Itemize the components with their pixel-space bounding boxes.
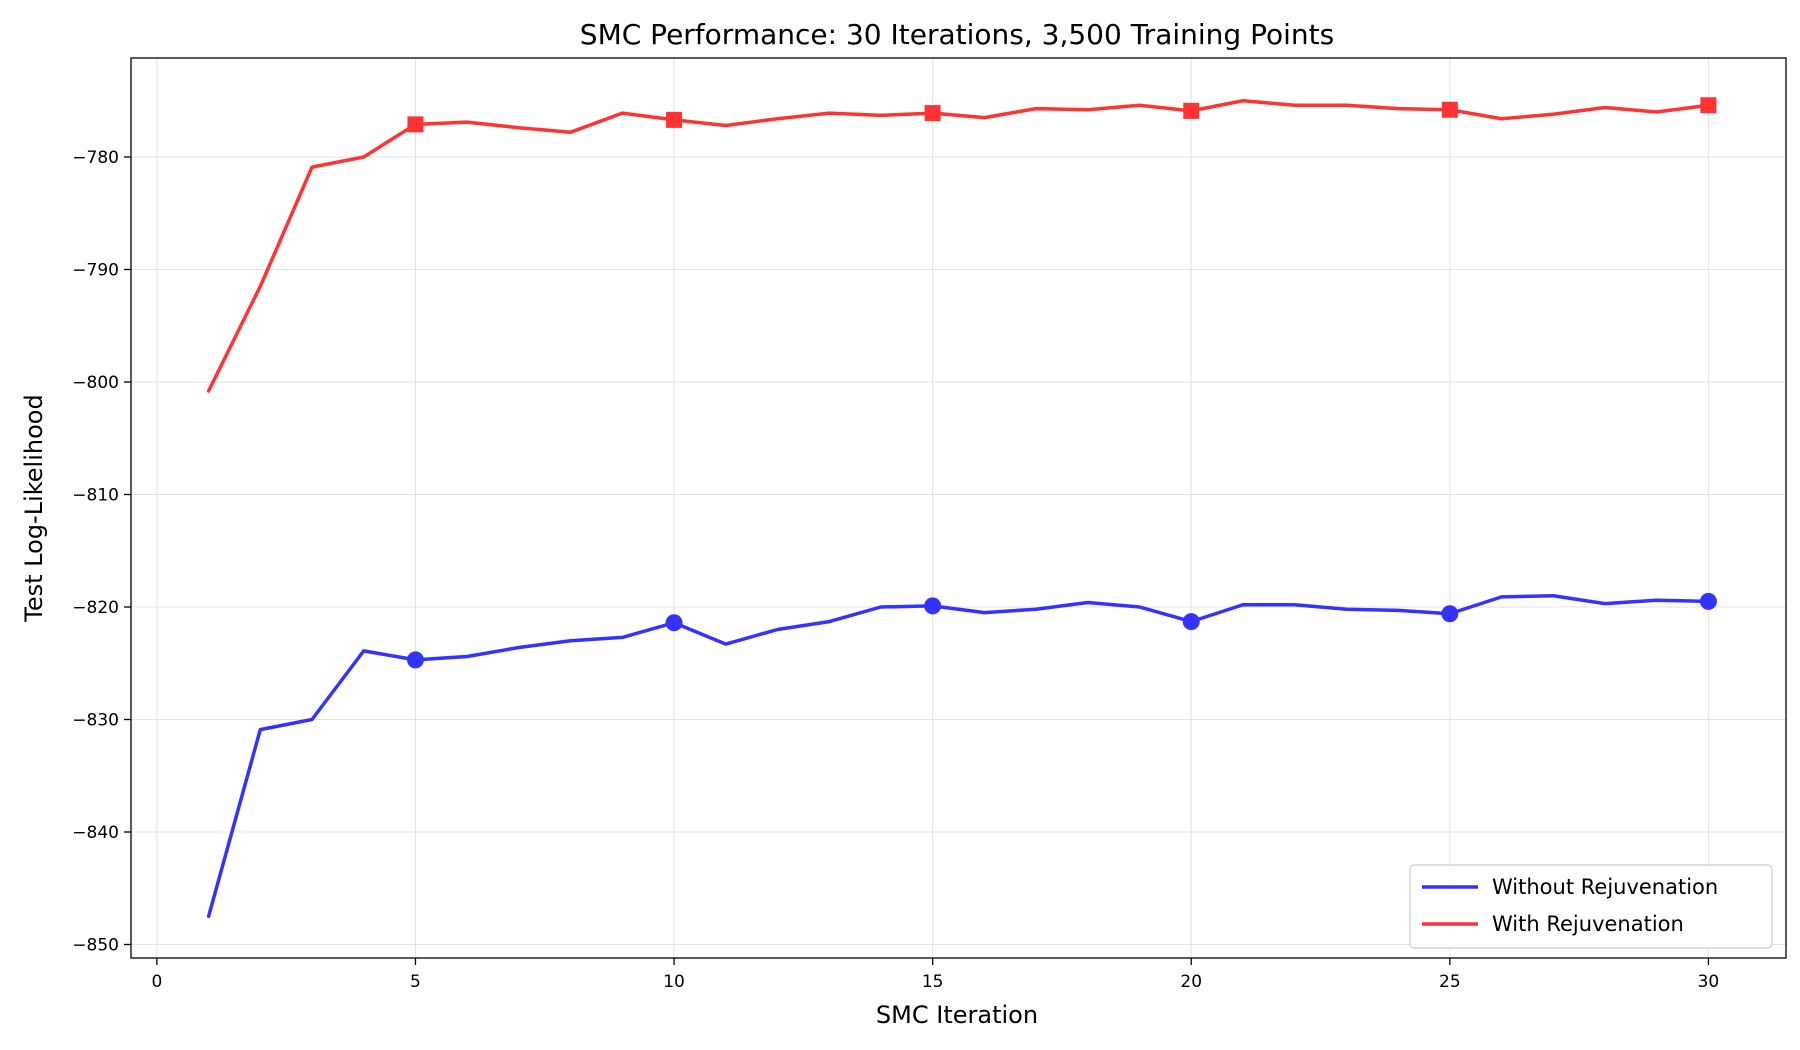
series-line-with-rejuvenation <box>206 99 1711 393</box>
point-with-rejuvenation <box>407 116 424 133</box>
y-axis: −850 −840 −830 −820 −810 −800 −790 −780 <box>72 148 131 956</box>
grid <box>131 58 1786 958</box>
point-without-rejuvenation <box>406 651 424 669</box>
x-tick-label: 0 <box>151 972 162 992</box>
plot-frame <box>130 57 1787 959</box>
legend-box <box>1409 864 1773 949</box>
x-tick-label: 15 <box>922 972 944 992</box>
y-tick-label: −810 <box>72 486 119 506</box>
legend-label-with-rejuvenation: With Rejuvenation <box>1492 912 1684 936</box>
x-tick-label: 30 <box>1698 972 1720 992</box>
point-without-rejuvenation <box>924 597 942 615</box>
point-with-rejuvenation <box>1441 101 1458 118</box>
x-tick-label: 20 <box>1180 972 1202 992</box>
x-axis: 0 5 10 15 20 25 30 <box>151 958 1719 992</box>
x-tick-label: 5 <box>410 972 421 992</box>
point-with-rejuvenation <box>1700 97 1717 114</box>
y-tick-label: −830 <box>72 711 119 731</box>
series-line-without-rejuvenation <box>206 594 1711 919</box>
x-tick-label: 10 <box>663 972 685 992</box>
y-tick-label: −850 <box>72 936 119 956</box>
x-axis-label: SMC Iteration <box>876 1001 1038 1029</box>
y-tick-label: −820 <box>72 598 119 618</box>
legend-label-without-rejuvenation: Without Rejuvenation <box>1492 875 1718 899</box>
point-with-rejuvenation <box>924 105 941 122</box>
y-tick-label: −800 <box>72 373 119 393</box>
point-without-rejuvenation <box>665 614 683 632</box>
chart-title: SMC Performance: 30 Iterations, 3,500 Tr… <box>580 18 1334 51</box>
point-without-rejuvenation <box>1182 613 1200 631</box>
y-tick-label: −790 <box>72 261 119 281</box>
point-with-rejuvenation <box>666 111 683 128</box>
point-without-rejuvenation <box>1441 605 1459 623</box>
point-with-rejuvenation <box>1183 102 1200 119</box>
series-layer <box>206 97 1717 919</box>
legend: Without Rejuvenation With Rejuvenation <box>1409 864 1773 949</box>
y-tick-label: −840 <box>72 823 119 843</box>
y-axis-label: Test Log-Likelihood <box>20 394 48 622</box>
x-tick-label: 25 <box>1439 972 1461 992</box>
point-without-rejuvenation <box>1699 592 1717 610</box>
y-tick-label: −780 <box>72 148 119 168</box>
